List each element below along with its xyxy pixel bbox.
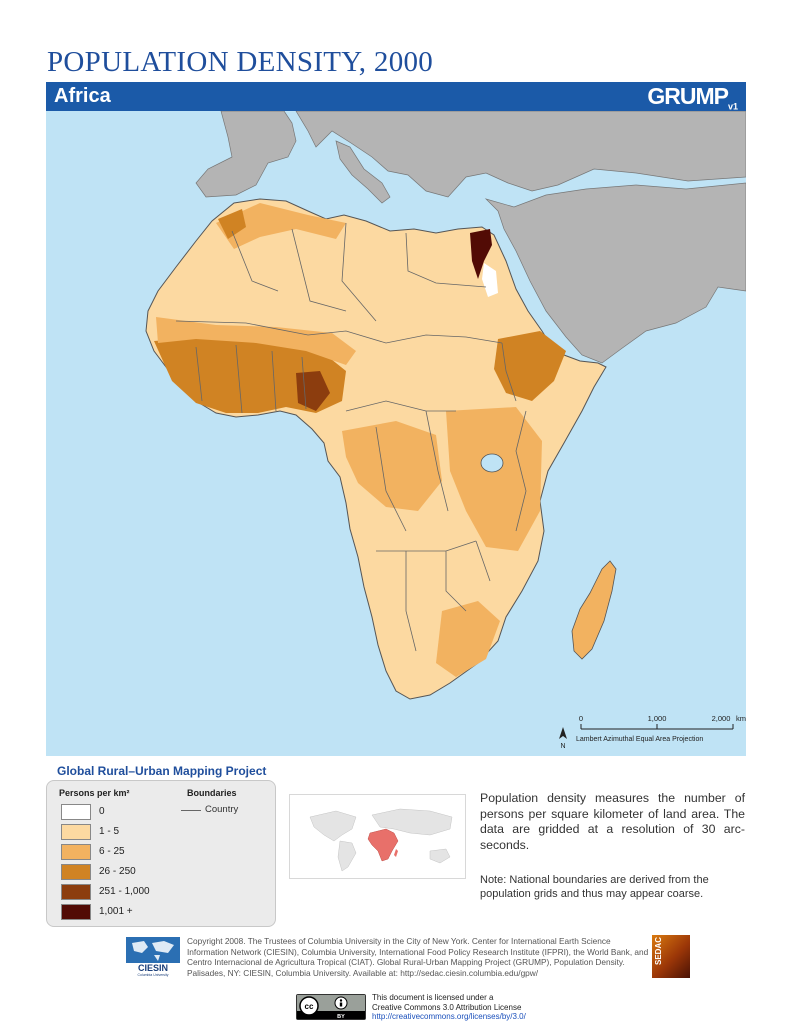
locator-inset-map bbox=[289, 794, 466, 879]
by-badge-text: BY bbox=[337, 1014, 345, 1019]
projection-label: Lambert Azimuthal Equal Area Projection bbox=[576, 736, 703, 743]
west-africa-moderate-zone bbox=[156, 317, 356, 365]
sedac-logo-text: SEDAC bbox=[654, 937, 663, 966]
inset-madagascar-highlight bbox=[394, 849, 398, 857]
license-line-2: Creative Commons 3.0 Attribution License bbox=[372, 1002, 522, 1012]
legend-swatch-0 bbox=[61, 804, 91, 820]
ciesin-logo-subtext: Columbia University bbox=[137, 973, 168, 977]
border-sahel bbox=[175, 320, 503, 344]
license-line-1: This document is licensed under a bbox=[372, 993, 494, 1002]
attribution-person-head bbox=[339, 999, 343, 1002]
maghreb-density-zone bbox=[216, 203, 346, 249]
copyright-text: Copyright 2008. The Trustees of Columbia… bbox=[187, 936, 649, 978]
legend-swatch-1001-plus bbox=[61, 904, 91, 920]
border-southern bbox=[376, 540, 491, 652]
ciesin-logo-text: CIESIN bbox=[138, 963, 168, 973]
legend-panel: Persons per km² Boundaries Country 0 1 -… bbox=[46, 780, 276, 927]
world-locator-map bbox=[290, 795, 465, 878]
legend-swatch-6-25 bbox=[61, 844, 91, 860]
legend-swatch-1-5 bbox=[61, 824, 91, 840]
border-central bbox=[345, 400, 456, 532]
nigeria-high-density bbox=[296, 371, 330, 411]
cc-badge-text: cc bbox=[305, 1002, 314, 1011]
southern-africa-density-zone bbox=[436, 601, 500, 677]
grump-logo-text: GRUMP bbox=[647, 83, 729, 109]
country-boundary-line-icon bbox=[181, 810, 201, 811]
ciesin-logo: CIESIN Columbia University bbox=[124, 935, 182, 977]
density-legend-title: Persons per km² bbox=[59, 788, 130, 798]
sedac-logo: SEDAC bbox=[652, 935, 690, 978]
scale-label-2000: 2,000 bbox=[712, 714, 731, 723]
map-frame: 0 1,000 2,000 km N Lambert Azimuthal Equ… bbox=[46, 111, 746, 756]
map-title: POPULATION DENSITY, 2000 bbox=[47, 46, 434, 78]
attribution-person-body bbox=[339, 1002, 343, 1007]
scale-label-0: 0 bbox=[579, 714, 583, 723]
legend-label-1001-plus: 1,001 + bbox=[99, 906, 133, 917]
description-text: Population density measures the number o… bbox=[480, 791, 745, 852]
italy-landmass bbox=[335, 140, 391, 204]
region-label: Africa bbox=[54, 85, 111, 107]
border-east bbox=[501, 342, 527, 532]
lake-victoria bbox=[480, 453, 504, 473]
license-text: This document is licensed under a Creati… bbox=[372, 993, 526, 1022]
legend-swatch-251-1000 bbox=[61, 884, 91, 900]
title-banner: Africa GRUMPv1 bbox=[46, 82, 746, 112]
legend-label-1-5: 1 - 5 bbox=[99, 826, 120, 837]
boundary-note: Note: National boundaries are derived fr… bbox=[480, 874, 709, 900]
north-arrow-icon bbox=[559, 727, 567, 739]
legend-label-251-1000: 251 - 1,000 bbox=[99, 886, 150, 897]
scale-unit: km bbox=[736, 714, 746, 723]
density-zones bbox=[154, 203, 566, 677]
scale-bar: 0 1,000 2,000 km N Lambert Azimuthal Equ… bbox=[559, 714, 746, 750]
cc-badge-strip bbox=[297, 1011, 365, 1019]
country-boundaries bbox=[175, 222, 527, 652]
central-africa-moderate-zone bbox=[342, 421, 442, 511]
inset-africa-highlight bbox=[367, 828, 399, 862]
inset-australia bbox=[429, 848, 451, 864]
grump-version: v1 bbox=[727, 101, 738, 112]
legend-label-26-250: 26 - 250 bbox=[99, 866, 136, 877]
nile-valley-zero-density bbox=[482, 263, 498, 297]
border-maghreb bbox=[231, 222, 487, 322]
legend-label-0: 0 bbox=[99, 806, 105, 817]
border-west-africa bbox=[195, 344, 307, 414]
ethiopia-density-zone bbox=[494, 331, 566, 401]
nile-delta-high-density bbox=[470, 229, 492, 279]
cc-by-icon: cc BY bbox=[297, 995, 365, 1020]
ciesin-globe-icon: CIESIN Columbia University bbox=[126, 937, 180, 977]
grump-logo: GRUMPv1 bbox=[647, 83, 738, 112]
inset-north-america bbox=[309, 810, 357, 842]
boundaries-legend-title: Boundaries bbox=[187, 788, 237, 798]
cc-circle-icon bbox=[299, 996, 319, 1016]
ciesin-logo-continents bbox=[132, 941, 174, 961]
middle-east-landmass bbox=[484, 182, 746, 364]
creative-commons-badge[interactable]: cc BY bbox=[296, 994, 366, 1020]
country-boundary-label: Country bbox=[205, 804, 239, 815]
legend-label-6-25: 6 - 25 bbox=[99, 846, 125, 857]
inset-south-america bbox=[337, 840, 357, 872]
scale-label-1000: 1,000 bbox=[648, 714, 667, 723]
legend-swatch-26-250 bbox=[61, 864, 91, 880]
morocco-high-density bbox=[218, 209, 246, 239]
madagascar-island bbox=[571, 560, 617, 660]
license-url-link[interactable]: http://creativecommons.org/licenses/by/3… bbox=[372, 1012, 526, 1021]
project-subtitle: Global Rural–Urban Mapping Project bbox=[57, 764, 267, 778]
europe-landmass bbox=[195, 111, 746, 198]
africa-density-map bbox=[46, 111, 746, 756]
inset-eurasia bbox=[371, 808, 453, 836]
north-label: N bbox=[560, 743, 565, 750]
